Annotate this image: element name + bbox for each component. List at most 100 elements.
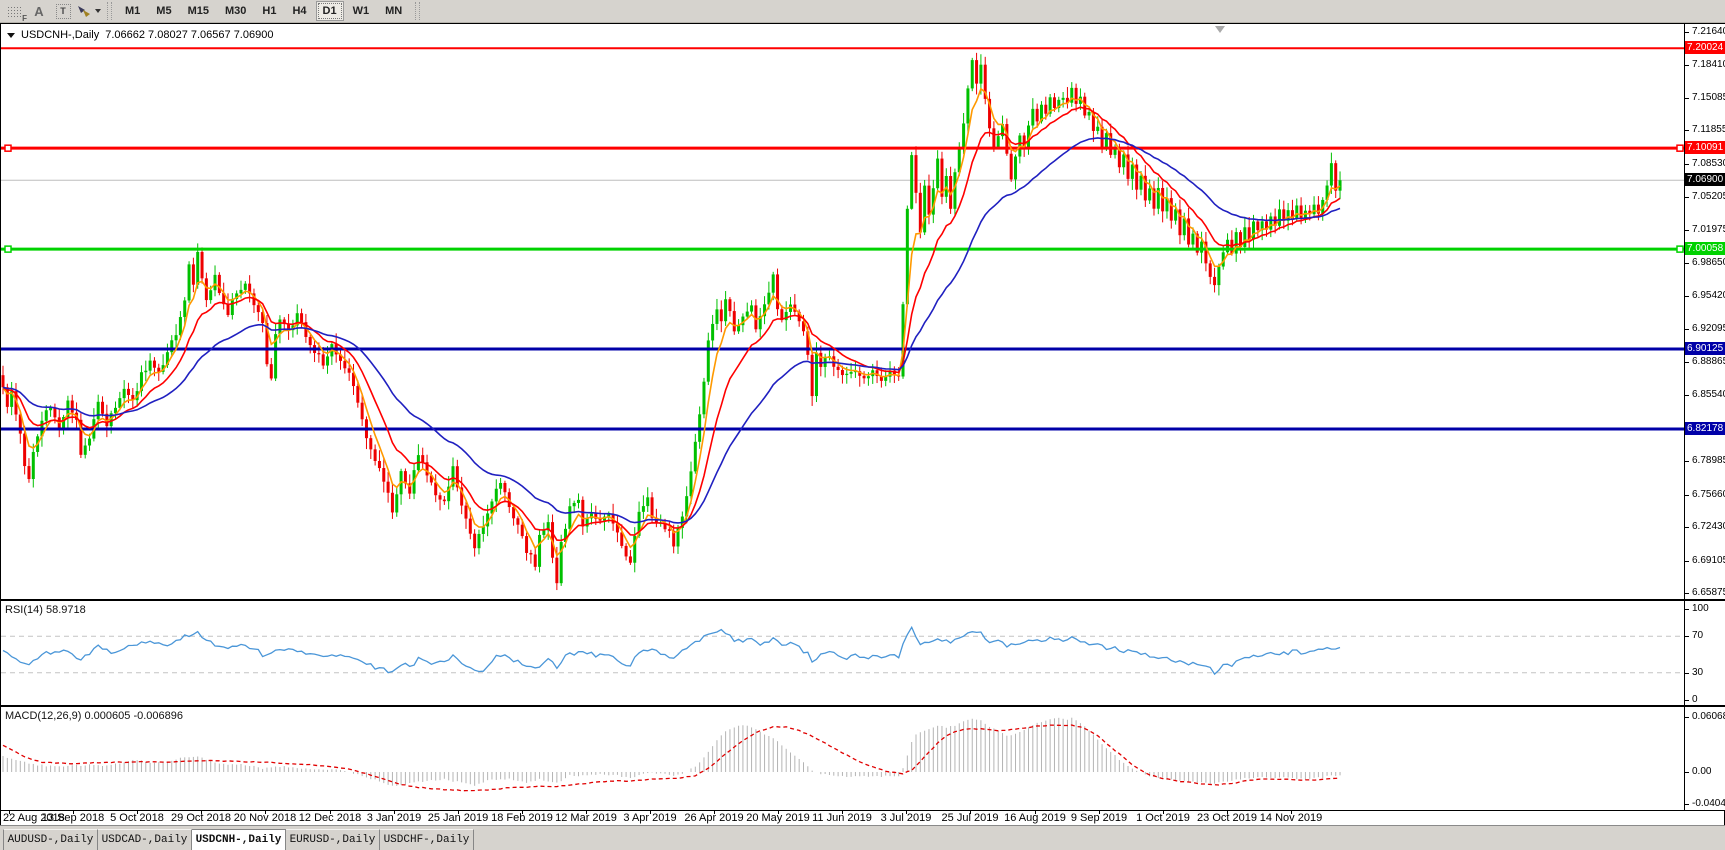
date-tick [778,811,779,814]
timeframe-button-mn[interactable]: MN [385,5,403,17]
price-tick-label: 6.65875 [1684,587,1725,598]
arrows-glyph-icon [78,6,90,17]
dotted-lines-f-icon[interactable]: F [4,2,27,23]
date-label: 26 Apr 2019 [684,812,744,824]
chart-tab-audusd[interactable]: AUDUSD-,Daily [3,829,98,850]
date-label: 14 Nov 2019 [1259,812,1323,824]
date-tick [458,811,459,814]
date-label: 20 Nov 2018 [233,812,297,824]
date-tick [714,811,715,814]
timeframe-button-w1[interactable]: W1 [352,5,370,17]
date-label: 12 Mar 2019 [555,812,617,824]
ma-fast-line [2,87,1341,558]
toolbar-separator [415,2,421,20]
timeframe-button-m5[interactable]: M5 [156,5,172,17]
rsi-axis[interactable]: 100 70 30 0 [1684,601,1725,705]
macd-panel[interactable]: MACD(12,26,9) 0.000605 -0.006896 0.06068… [1,707,1725,810]
price-tick-label: 7.05205 [1684,191,1725,202]
macd-tick-label: -0.040432 [1684,798,1725,809]
date-label: 12 Dec 2018 [298,812,362,824]
macd-plot[interactable] [1,707,1684,810]
timeframe-button-m30[interactable]: M30 [224,5,247,17]
objects-tool-icon[interactable] [76,2,101,20]
line-price-label: 7.10091 [1685,141,1725,155]
date-label: 25 Jul 2019 [941,812,999,824]
ma-slow-line [2,137,1341,524]
chart-shift-marker[interactable] [1215,26,1225,33]
rsi-plot[interactable] [1,601,1684,705]
panel-separator[interactable] [1,599,1724,601]
timeframe-button-m15[interactable]: M15 [187,5,209,17]
ohlc-values: 7.06662 7.08027 7.06567 7.06900 [105,29,274,41]
date-tick [970,811,971,814]
panel-separator[interactable] [1,705,1724,707]
date-label: 18 Feb 2019 [491,812,553,824]
price-tick-label: 6.72430 [1684,521,1725,532]
chart-tab-usdchf[interactable]: USDCHF-,Daily [380,829,474,850]
price-axis[interactable]: 7.21640 7.18410 7.15085 7.11855 7.08530 7.052… [1684,24,1725,599]
rsi-tick-label: 30 [1684,666,1704,678]
price-tick-label: 6.75660 [1684,489,1725,500]
candles-series [1,52,1342,591]
price-tick-label: 7.21640 [1684,26,1725,37]
chart-window: USDCNH-,Daily 7.06662 7.08027 7.06567 7.… [0,23,1725,826]
text-label-icon[interactable]: A [34,3,44,19]
price-chart-panel[interactable]: USDCNH-,Daily 7.06662 7.08027 7.06567 7.… [1,24,1725,599]
timeframe-buttons: M1 M5 M15 M30 H1 H4 D1 W1 MN [117,1,410,21]
date-label: 22 Aug 2018 [3,812,65,824]
date-tick [650,811,651,814]
date-tick [201,811,202,814]
line-handle[interactable] [1676,245,1684,253]
expand-triangle-icon[interactable] [7,32,15,38]
rsi-line [2,625,1341,676]
price-tick-label: 7.15085 [1684,92,1725,103]
date-tick [265,811,266,814]
date-tick [73,811,74,814]
date-tick [522,811,523,814]
top-toolbar: F A T M1 M5 M15 M30 H1 H4 D1 W1 MN [0,0,1725,23]
timeframe-button-h4[interactable]: H4 [292,5,307,17]
toolbar-separator [107,2,112,20]
macd-signal-line [2,724,1341,792]
text-tool-icon[interactable]: T [52,2,74,20]
date-tick [842,811,843,814]
dropdown-caret-icon[interactable] [95,9,101,13]
timeframe-button-d1[interactable]: D1 [315,1,344,21]
macd-tick-label: 0.00 [1684,766,1712,777]
timeframe-button-h1[interactable]: H1 [262,5,277,17]
line-handle[interactable] [4,245,12,253]
date-tick [1227,811,1228,814]
line-handle[interactable] [1676,144,1684,152]
date-label: 9 Sep 2019 [1070,812,1128,824]
time-axis[interactable]: 22 Aug 2018 13 Sep 2018 5 Oct 2018 29 Oct 2… [1,811,1724,826]
date-label: 1 Oct 2019 [1136,812,1190,824]
date-label: 3 Jan 2019 [366,812,422,824]
macd-label: MACD(12,26,9) 0.000605 -0.006896 [5,710,183,722]
date-label: 23 Oct 2019 [1197,812,1257,824]
chart-tab-eurusd[interactable]: EURUSD-,Daily [286,829,380,850]
date-tick [1163,811,1164,814]
panel-separator [1,810,1724,811]
candlestick-plot[interactable] [1,24,1684,599]
date-tick [906,811,907,814]
f-sub-label: F [22,14,27,23]
chart-tab-usdcad[interactable]: USDCAD-,Daily [98,829,192,850]
price-tick-label: 6.69105 [1684,555,1725,566]
date-label: 3 Apr 2019 [623,812,677,824]
line-handle[interactable] [4,144,12,152]
price-tick-label: 6.95420 [1684,290,1725,301]
date-label: 13 Sep 2018 [41,812,105,824]
date-label: 25 Jan 2019 [427,812,489,824]
price-tick-label: 7.18410 [1684,59,1725,70]
price-tick-label: 6.85540 [1684,389,1725,400]
date-tick [394,811,395,814]
price-tick-label: 6.78985 [1684,455,1725,466]
chart-tab-usdcnh[interactable]: USDCNH-,Daily [192,829,286,850]
price-tick-label: 7.01975 [1684,224,1725,235]
rsi-panel[interactable]: RSI(14) 58.9718 100 70 30 0 [1,601,1725,705]
rsi-tick-label: 100 [1685,603,1709,614]
timeframe-button-m1[interactable]: M1 [125,5,141,17]
date-tick [1035,811,1036,814]
macd-axis[interactable]: 0.060687 0.00 -0.040432 [1684,707,1725,810]
price-tick-label: 6.92095 [1684,323,1725,334]
